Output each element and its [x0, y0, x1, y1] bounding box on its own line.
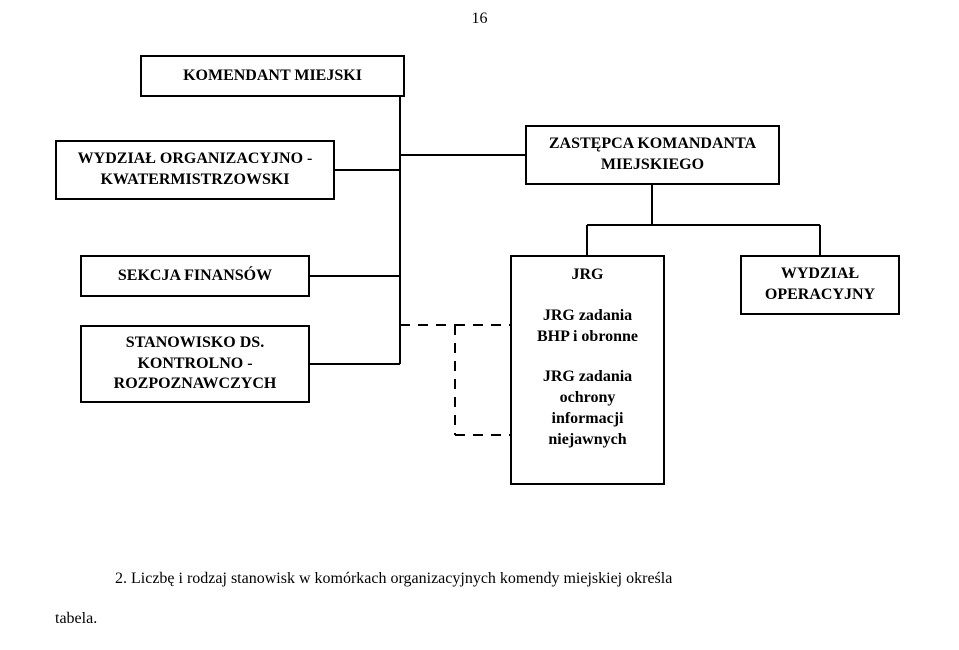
box-stanowisko-l1: STANOWISKO DS. — [126, 333, 264, 354]
jrg-top: JRG — [572, 265, 604, 286]
box-zastepca-l2: MIEJSKIEGO — [601, 155, 704, 176]
box-stanowisko: STANOWISKO DS. KONTROLNO - ROZPOZNAWCZYC… — [80, 325, 310, 403]
box-komendant: KOMENDANT MIEJSKI — [140, 55, 405, 97]
jrg-bot-l4: niejawnych — [548, 431, 626, 448]
box-wydzial-org: WYDZIAŁ ORGANIZACYJNO - KWATERMISTRZOWSK… — [55, 140, 335, 200]
body-text-line1: 2. Liczbę i rodzaj stanowisk w komórkach… — [115, 570, 672, 588]
box-wydzial-oper-l1: WYDZIAŁ — [781, 264, 859, 285]
box-wydzial-org-l1: WYDZIAŁ ORGANIZACYJNO - — [78, 149, 313, 170]
jrg-mid-l1: JRG zadania — [543, 307, 632, 324]
box-wydzial-oper-l2: OPERACYJNY — [765, 285, 875, 306]
box-stanowisko-l2: KONTROLNO - — [137, 354, 252, 375]
jrg-bot-l2: ochrony — [560, 389, 616, 406]
jrg-mid: JRG zadania BHP i obronne — [537, 306, 638, 348]
jrg-mid-l2: BHP i obronne — [537, 328, 638, 345]
box-zastepca-l1: ZASTĘPCA KOMANDANTA — [549, 134, 756, 155]
box-sekcja-finansow: SEKCJA FINANSÓW — [80, 255, 310, 297]
box-jrg: JRG JRG zadania BHP i obronne JRG zadani… — [510, 255, 665, 485]
jrg-bot-l3: informacji — [552, 410, 624, 427]
box-sekcja-finansow-label: SEKCJA FINANSÓW — [118, 266, 272, 287]
jrg-bot-l1: JRG zadania — [543, 368, 632, 385]
box-komendant-label: KOMENDANT MIEJSKI — [183, 66, 362, 87]
jrg-bot: JRG zadania ochrony informacji niejawnyc… — [543, 367, 632, 450]
box-wydzial-oper: WYDZIAŁ OPERACYJNY — [740, 255, 900, 315]
body-text-line2: tabela. — [55, 610, 97, 628]
box-wydzial-org-l2: KWATERMISTRZOWSKI — [100, 170, 289, 191]
page-number: 16 — [472, 10, 488, 28]
box-zastepca: ZASTĘPCA KOMANDANTA MIEJSKIEGO — [525, 125, 780, 185]
box-stanowisko-l3: ROZPOZNAWCZYCH — [114, 374, 277, 395]
